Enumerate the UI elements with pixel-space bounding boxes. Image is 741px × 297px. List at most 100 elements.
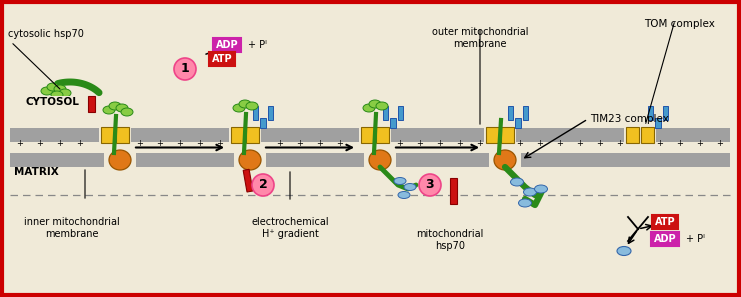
- Text: CYTOSOL: CYTOSOL: [25, 97, 79, 107]
- Text: +: +: [456, 139, 463, 148]
- Text: +: +: [316, 139, 323, 148]
- Bar: [656, 128, 730, 142]
- Circle shape: [252, 174, 274, 196]
- Text: + Pᴵ: + Pᴵ: [248, 40, 267, 50]
- Text: + Pᴵ: + Pᴵ: [686, 234, 705, 244]
- Ellipse shape: [116, 104, 128, 112]
- Text: +: +: [216, 139, 224, 148]
- Bar: [663, 106, 668, 120]
- Text: ADP: ADP: [654, 234, 677, 244]
- Bar: [648, 106, 653, 120]
- Text: MATRIX: MATRIX: [14, 167, 59, 177]
- Text: 2: 2: [259, 178, 268, 192]
- Ellipse shape: [41, 87, 53, 95]
- Text: +: +: [156, 139, 164, 148]
- Text: +: +: [516, 139, 523, 148]
- Text: TOM complex: TOM complex: [645, 19, 716, 29]
- Ellipse shape: [511, 178, 523, 186]
- Bar: [10, 153, 104, 167]
- Ellipse shape: [369, 150, 391, 170]
- Bar: [376, 127, 389, 143]
- Ellipse shape: [47, 83, 59, 91]
- Bar: [253, 106, 258, 120]
- Circle shape: [174, 58, 196, 80]
- Text: +: +: [36, 139, 44, 148]
- Text: +: +: [556, 139, 563, 148]
- Text: +: +: [416, 139, 423, 148]
- Bar: [486, 127, 499, 143]
- Bar: [641, 127, 654, 143]
- Text: inner mitochondrial
membrane: inner mitochondrial membrane: [24, 217, 120, 239]
- Ellipse shape: [534, 185, 548, 193]
- Text: +: +: [576, 139, 583, 148]
- Ellipse shape: [233, 104, 245, 112]
- Text: +: +: [536, 139, 543, 148]
- Text: TIM23 complex: TIM23 complex: [590, 114, 669, 124]
- Bar: [101, 127, 114, 143]
- Ellipse shape: [54, 85, 66, 93]
- Text: +: +: [136, 139, 144, 148]
- Text: +: +: [617, 139, 623, 148]
- Text: ATP: ATP: [655, 217, 675, 227]
- Text: outer mitochondrial
membrane: outer mitochondrial membrane: [432, 27, 528, 49]
- Text: +: +: [336, 139, 343, 148]
- Text: ATP: ATP: [212, 54, 233, 64]
- Text: cytosolic hsp70: cytosolic hsp70: [8, 29, 84, 89]
- Bar: [260, 118, 266, 128]
- Text: mitochondrial
hsp70: mitochondrial hsp70: [416, 229, 484, 251]
- Text: 3: 3: [425, 178, 434, 192]
- Text: +: +: [697, 139, 703, 148]
- Ellipse shape: [394, 178, 406, 184]
- Text: +: +: [396, 139, 403, 148]
- Ellipse shape: [376, 102, 388, 110]
- Ellipse shape: [519, 199, 531, 207]
- Ellipse shape: [239, 100, 251, 108]
- Text: ADP: ADP: [216, 40, 239, 50]
- Ellipse shape: [109, 102, 121, 110]
- Ellipse shape: [398, 192, 410, 198]
- Bar: [501, 127, 514, 143]
- Ellipse shape: [51, 91, 63, 99]
- Ellipse shape: [363, 104, 375, 112]
- Ellipse shape: [494, 150, 516, 170]
- Ellipse shape: [121, 108, 133, 116]
- Ellipse shape: [246, 102, 258, 110]
- Bar: [268, 106, 273, 120]
- Bar: [361, 127, 374, 143]
- Text: +: +: [56, 139, 64, 148]
- Ellipse shape: [103, 106, 115, 114]
- Bar: [516, 128, 624, 142]
- Text: +: +: [76, 139, 84, 148]
- Text: +: +: [597, 139, 603, 148]
- Ellipse shape: [617, 247, 631, 255]
- Bar: [246, 127, 259, 143]
- Bar: [10, 128, 99, 142]
- Bar: [521, 153, 730, 167]
- Bar: [136, 153, 234, 167]
- Ellipse shape: [109, 150, 131, 170]
- Bar: [116, 127, 129, 143]
- Text: +: +: [276, 139, 284, 148]
- Text: +: +: [196, 139, 204, 148]
- Ellipse shape: [239, 150, 261, 170]
- Text: +: +: [657, 139, 663, 148]
- Text: +: +: [677, 139, 683, 148]
- Ellipse shape: [404, 184, 416, 190]
- Bar: [515, 118, 521, 128]
- Text: +: +: [296, 139, 303, 148]
- Text: +: +: [717, 139, 723, 148]
- Bar: [131, 128, 229, 142]
- Bar: [231, 127, 244, 143]
- Ellipse shape: [59, 89, 71, 97]
- Bar: [396, 153, 489, 167]
- Bar: [88, 96, 95, 112]
- Bar: [655, 118, 661, 128]
- Bar: [391, 128, 484, 142]
- Bar: [266, 153, 364, 167]
- Bar: [390, 118, 396, 128]
- Bar: [450, 178, 457, 204]
- Text: 1: 1: [181, 62, 190, 75]
- Bar: [243, 169, 253, 192]
- Bar: [508, 106, 513, 120]
- Bar: [261, 128, 359, 142]
